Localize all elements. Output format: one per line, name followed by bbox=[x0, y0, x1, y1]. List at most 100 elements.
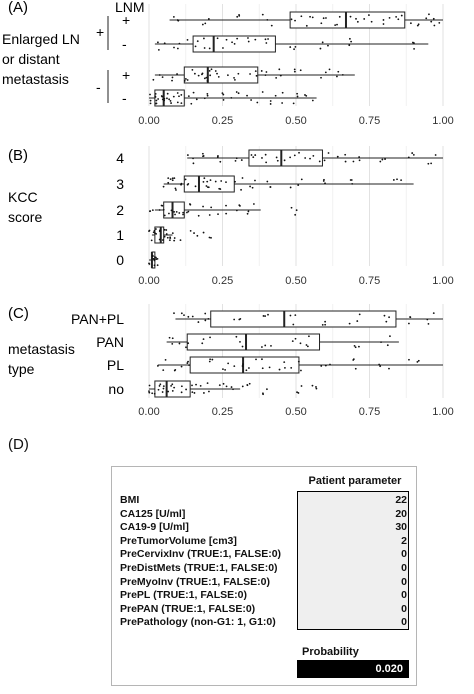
data-point bbox=[427, 162, 430, 165]
data-point bbox=[281, 91, 284, 94]
data-point bbox=[261, 157, 263, 159]
y-axis-label: KCC bbox=[8, 189, 38, 205]
category-label: PAN bbox=[96, 334, 124, 350]
data-point bbox=[179, 239, 182, 242]
data-point bbox=[354, 346, 357, 349]
parameter-value: 30 bbox=[395, 521, 407, 534]
probability-value: 0.020 bbox=[297, 660, 409, 678]
x-tick-label: 0.50 bbox=[285, 115, 306, 127]
data-point bbox=[250, 154, 253, 156]
data-point bbox=[192, 91, 195, 94]
data-point bbox=[193, 232, 195, 234]
data-point bbox=[433, 24, 436, 27]
data-point bbox=[264, 344, 267, 347]
data-point bbox=[324, 320, 327, 323]
data-point bbox=[184, 78, 187, 80]
data-point bbox=[225, 38, 228, 41]
data-point bbox=[156, 264, 159, 267]
data-point bbox=[224, 369, 227, 371]
x-tick-label: 0.00 bbox=[138, 406, 159, 418]
panel-letter: (C) bbox=[8, 305, 29, 322]
data-point bbox=[162, 369, 165, 372]
data-point bbox=[171, 390, 174, 392]
data-point bbox=[208, 236, 211, 239]
data-point bbox=[157, 41, 159, 44]
data-point bbox=[173, 210, 176, 213]
data-point bbox=[202, 338, 205, 340]
group-label: + bbox=[96, 24, 104, 40]
data-point bbox=[438, 21, 441, 24]
data-point bbox=[155, 99, 158, 102]
data-point bbox=[349, 179, 352, 181]
data-point bbox=[176, 47, 179, 50]
data-point bbox=[210, 68, 213, 71]
data-point bbox=[267, 313, 269, 316]
data-point bbox=[193, 72, 196, 75]
data-point bbox=[149, 99, 152, 102]
data-point bbox=[157, 48, 160, 51]
data-point bbox=[320, 365, 323, 367]
data-point bbox=[356, 320, 359, 322]
data-point bbox=[187, 342, 190, 345]
data-point bbox=[209, 74, 212, 77]
data-point bbox=[152, 78, 155, 81]
data-point bbox=[269, 186, 272, 188]
data-point bbox=[284, 366, 286, 369]
data-point bbox=[154, 93, 157, 95]
data-point bbox=[180, 365, 183, 368]
data-point bbox=[235, 91, 238, 93]
data-point bbox=[311, 99, 314, 102]
data-point bbox=[386, 344, 389, 347]
data-point bbox=[171, 179, 174, 182]
data-point bbox=[188, 364, 190, 367]
parameter-row: PreMyoInv (TRUE:1, FALSE:0) 0 bbox=[112, 576, 410, 590]
data-point bbox=[323, 159, 326, 162]
data-point bbox=[180, 102, 183, 104]
data-point bbox=[154, 95, 157, 98]
data-point bbox=[240, 159, 243, 161]
data-point bbox=[378, 363, 381, 366]
data-point bbox=[430, 20, 433, 23]
data-point bbox=[389, 335, 391, 338]
data-point bbox=[162, 385, 165, 388]
data-point bbox=[283, 361, 286, 364]
data-point bbox=[432, 312, 435, 314]
data-point bbox=[206, 79, 209, 82]
data-point bbox=[322, 180, 325, 182]
box bbox=[210, 310, 397, 328]
data-point bbox=[255, 358, 257, 361]
data-point bbox=[166, 97, 168, 100]
data-point bbox=[196, 40, 199, 43]
data-point bbox=[311, 384, 314, 387]
data-point bbox=[295, 209, 298, 212]
data-point bbox=[294, 337, 297, 340]
data-point bbox=[283, 159, 286, 162]
data-point bbox=[265, 71, 268, 73]
data-point bbox=[292, 323, 295, 326]
data-point bbox=[169, 178, 172, 181]
data-point bbox=[159, 383, 162, 386]
data-point bbox=[275, 76, 278, 79]
x-tick-label: 1.00 bbox=[432, 275, 453, 287]
box bbox=[289, 11, 406, 29]
data-point bbox=[233, 76, 235, 79]
data-point bbox=[264, 38, 267, 41]
data-point bbox=[400, 179, 403, 182]
data-point bbox=[161, 239, 164, 241]
data-point bbox=[322, 17, 325, 20]
data-point bbox=[149, 93, 151, 96]
data-point bbox=[157, 98, 160, 100]
data-point bbox=[214, 180, 217, 183]
data-point bbox=[171, 79, 173, 82]
box bbox=[163, 201, 185, 219]
data-point bbox=[266, 18, 269, 21]
box bbox=[154, 89, 185, 107]
data-point bbox=[202, 155, 205, 157]
data-point bbox=[247, 210, 250, 213]
data-point bbox=[191, 391, 194, 394]
data-point bbox=[264, 74, 267, 77]
data-point bbox=[155, 232, 158, 235]
data-point bbox=[203, 97, 206, 100]
category-label: 4 bbox=[116, 150, 124, 166]
data-point bbox=[161, 98, 164, 101]
